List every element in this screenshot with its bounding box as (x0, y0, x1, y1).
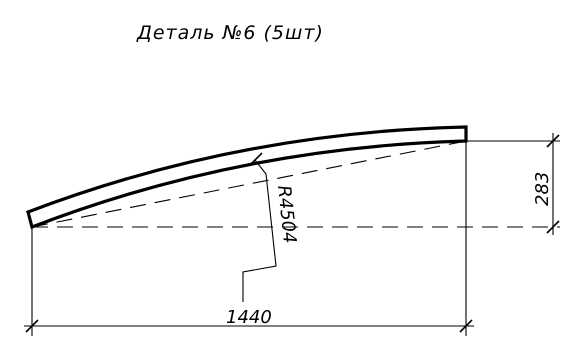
part-title: Деталь №6 (5шт) (136, 22, 324, 44)
height-label: 283 (532, 172, 553, 206)
radius-tick (249, 152, 263, 166)
width-label: 1440 (226, 307, 272, 328)
height-tick-top (546, 134, 560, 148)
height-tick-bottom (546, 220, 560, 234)
radius-label: R4504 (273, 184, 300, 244)
width-tick-left (25, 319, 39, 333)
radius-leader-line (242, 159, 277, 302)
width-tick-right (459, 319, 473, 333)
curved-part-outline (26, 125, 468, 230)
